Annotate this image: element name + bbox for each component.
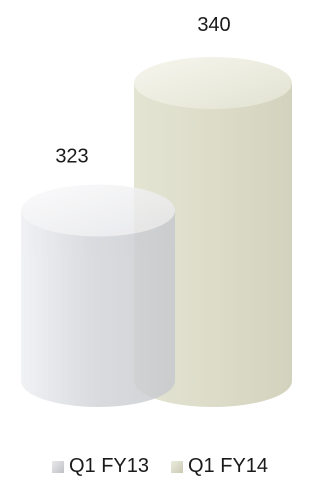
- legend-item-q1-fy14: Q1 FY14: [171, 455, 268, 478]
- legend: Q1 FY13 Q1 FY14: [0, 455, 320, 478]
- data-label-q1-fy13: 323: [55, 146, 88, 168]
- legend-swatch-q1-fy14: [171, 460, 183, 473]
- legend-swatch-q1-fy13: [51, 460, 64, 473]
- plot-area: 340 323: [21, 14, 292, 407]
- bar-top-q1-fy14: [134, 57, 292, 109]
- bar-q1-fy13: [21, 184, 175, 407]
- bar-body-q1-fy13: [21, 210, 175, 407]
- data-label-q1-fy14: 340: [197, 14, 230, 36]
- bar-top-q1-fy13: [21, 184, 175, 237]
- legend-label-q1-fy13: Q1 FY13: [68, 455, 149, 477]
- legend-item-q1-fy13: Q1 FY13: [51, 455, 149, 478]
- legend-label-q1-fy14: Q1 FY14: [188, 455, 269, 477]
